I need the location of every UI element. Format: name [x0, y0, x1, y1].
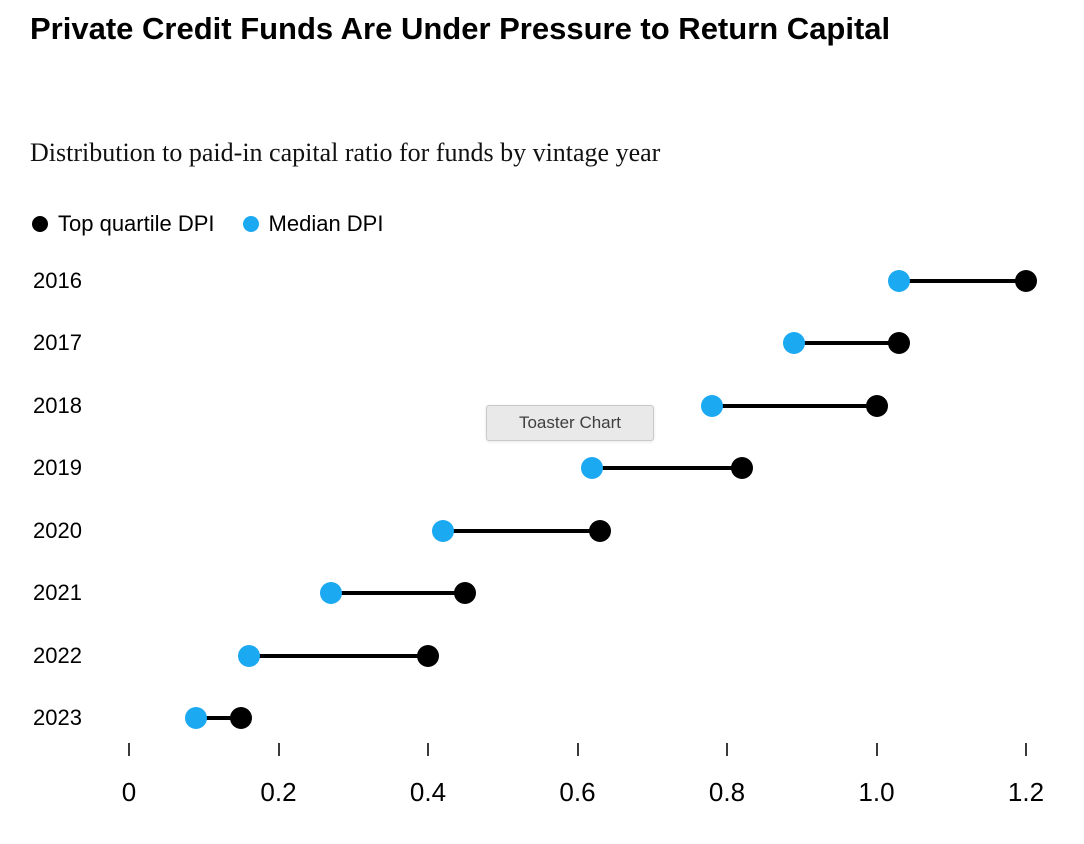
median-dot[interactable] [783, 332, 806, 355]
top-quartile-dot[interactable] [230, 707, 253, 729]
top-quartile-dot[interactable] [1015, 270, 1037, 292]
legend-label-top-quartile: Top quartile DPI [58, 211, 215, 236]
median-dot[interactable] [319, 582, 342, 605]
median-dot[interactable] [581, 457, 604, 480]
year-label: 2020 [33, 517, 82, 543]
top-quartile-dot[interactable] [887, 332, 910, 355]
median-dot[interactable] [887, 270, 910, 292]
dumbbell-line [442, 528, 600, 533]
chart-legend: Top quartile DPI Median DPI [32, 211, 383, 237]
x-axis-tick [128, 743, 130, 756]
year-label: 2023 [33, 705, 82, 730]
year-label: 2018 [33, 392, 82, 418]
median-dot[interactable] [185, 707, 208, 729]
x-axis-tick [427, 743, 429, 756]
top-quartile-dot[interactable] [730, 457, 753, 480]
x-axis-tick [277, 743, 280, 756]
x-axis-tick [1025, 743, 1027, 756]
dumbbell-line [712, 403, 877, 408]
median-dot[interactable] [431, 519, 454, 542]
x-axis-tick-label: 1.0 [858, 777, 895, 807]
chart-title: Private Credit Funds Are Under Pressure … [30, 11, 891, 46]
x-axis-tick [875, 743, 878, 756]
year-label: 2016 [33, 268, 82, 293]
dumbbell-line [592, 466, 742, 471]
top-quartile-dot[interactable] [588, 519, 611, 542]
dumbbell-line [794, 341, 899, 346]
chart-subtitle: Distribution to paid-in capital ratio fo… [30, 138, 661, 167]
x-axis-tick [726, 743, 728, 756]
x-axis-tick-label: 0.8 [708, 777, 746, 807]
x-axis-tick-label: 0.4 [409, 777, 447, 807]
legend-item-median: Median DPI [242, 211, 384, 237]
year-label: 2017 [33, 330, 82, 356]
year-label: 2022 [33, 642, 82, 668]
median-dot[interactable] [237, 644, 260, 667]
x-axis-tick-label: 0.6 [559, 777, 596, 807]
x-axis-tick-label: 1.2 [1007, 777, 1045, 807]
x-axis-tick-label: 0.2 [260, 777, 297, 807]
dumbbell-line [248, 653, 428, 658]
top-quartile-legend-dot-icon [32, 216, 48, 232]
top-quartile-dot[interactable] [865, 394, 888, 417]
year-label: 2021 [33, 580, 82, 606]
x-axis-tick [576, 743, 579, 756]
chart-tooltip: Toaster Chart [486, 405, 654, 441]
x-axis-tick-label: 0 [121, 777, 137, 807]
median-legend-dot-icon [242, 216, 259, 232]
dumbbell-line [196, 716, 242, 720]
legend-item-top-quartile: Top quartile DPI [32, 211, 215, 237]
legend-label-median: Median DPI [268, 211, 384, 236]
median-dot[interactable] [701, 394, 724, 417]
year-label: 2019 [33, 455, 82, 481]
top-quartile-dot[interactable] [417, 644, 439, 667]
top-quartile-dot[interactable] [454, 582, 477, 605]
dumbbell-line [330, 591, 466, 596]
dumbbell-line [898, 279, 1026, 283]
